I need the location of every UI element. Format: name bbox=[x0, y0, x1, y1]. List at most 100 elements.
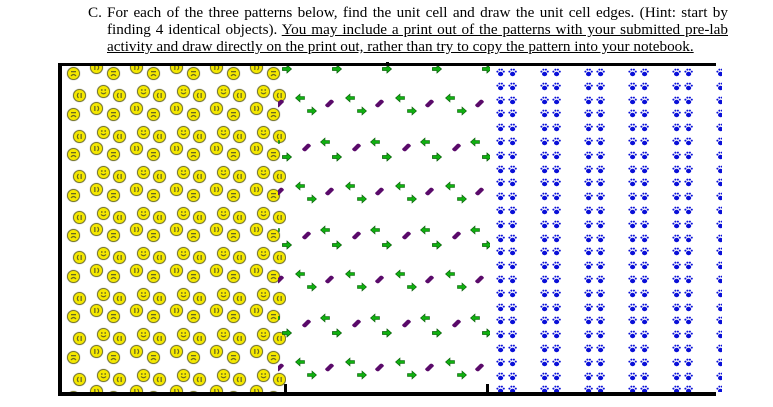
smiley-face-icon bbox=[107, 188, 120, 202]
paw-print-icon bbox=[628, 247, 637, 256]
paw-print-icon bbox=[552, 289, 561, 298]
purple-diamond-icon bbox=[351, 319, 362, 328]
paw-print-icon bbox=[508, 261, 517, 270]
paw-print-icon bbox=[672, 289, 681, 298]
paw-print-icon bbox=[596, 316, 605, 325]
smiley-face-icon bbox=[227, 107, 240, 121]
paw-print-icon bbox=[684, 151, 693, 160]
smiley-face-icon bbox=[97, 166, 110, 179]
smiley-face-icon bbox=[137, 287, 150, 301]
smiley-face-icon bbox=[267, 67, 280, 80]
paw-print-icon bbox=[552, 261, 561, 270]
paw-print-icon bbox=[584, 220, 593, 229]
green-arrow-right-icon bbox=[357, 106, 367, 116]
purple-diamond-icon bbox=[401, 319, 412, 328]
paw-print-icon bbox=[640, 206, 649, 215]
paw-print-icon bbox=[540, 275, 549, 284]
paw-print-icon bbox=[552, 247, 561, 256]
purple-diamond-icon bbox=[301, 231, 312, 240]
smiley-face-icon bbox=[233, 89, 246, 102]
paw-print-icon bbox=[496, 261, 505, 270]
paw-print-icon bbox=[596, 192, 605, 201]
smiley-face-icon bbox=[177, 166, 190, 179]
paw-print-icon bbox=[508, 137, 517, 146]
paw-print-icon bbox=[640, 372, 649, 381]
paw-print-icon bbox=[684, 123, 693, 132]
smiley-face-icon bbox=[227, 391, 240, 392]
smiley-face-icon bbox=[170, 66, 183, 74]
paw-print-icon bbox=[684, 385, 693, 392]
paw-print-icon bbox=[552, 151, 561, 160]
smiley-face-icon bbox=[217, 247, 230, 260]
paw-print-icon bbox=[640, 261, 649, 270]
smiley-face-icon bbox=[97, 125, 110, 139]
paw-print-icon bbox=[552, 109, 561, 118]
paw-print-icon bbox=[672, 151, 681, 160]
paw-print-icon bbox=[496, 192, 505, 201]
purple-diamond-icon bbox=[278, 187, 285, 196]
smiley-face-icon bbox=[107, 148, 120, 161]
paw-print-icon bbox=[540, 289, 549, 298]
paw-print-icon bbox=[508, 330, 517, 339]
purple-diamond-icon bbox=[351, 231, 362, 240]
paw-print-icon bbox=[716, 96, 722, 105]
paw-print-icon bbox=[672, 137, 681, 146]
paw-print-icon bbox=[716, 316, 722, 325]
green-arrow-right-icon bbox=[457, 194, 467, 204]
green-arrow-left-icon bbox=[320, 313, 330, 323]
paw-print-icon bbox=[716, 303, 722, 312]
paw-print-icon bbox=[628, 178, 637, 187]
smiley-face-icon bbox=[217, 166, 230, 179]
smiley-face-icon bbox=[113, 89, 126, 102]
smiley-face-icon bbox=[177, 206, 190, 220]
smiley-face-icon bbox=[210, 304, 223, 317]
paw-print-icon bbox=[540, 109, 549, 118]
smiley-face-icon bbox=[233, 170, 246, 183]
frame-bottom-border bbox=[58, 392, 716, 396]
green-arrow-left-icon bbox=[445, 357, 455, 367]
smiley-face-icon bbox=[147, 391, 160, 392]
smiley-face-icon bbox=[147, 107, 160, 121]
paw-print-icon bbox=[584, 192, 593, 201]
paw-print-icon bbox=[508, 289, 517, 298]
smiley-face-icon bbox=[147, 269, 160, 283]
green-arrow-left-icon bbox=[395, 269, 405, 279]
paw-print-icon bbox=[672, 96, 681, 105]
paw-print-icon bbox=[672, 372, 681, 381]
paw-print-icon bbox=[540, 372, 549, 381]
smiley-face-icon bbox=[137, 328, 150, 341]
paw-print-icon bbox=[540, 178, 549, 187]
smiley-face-icon bbox=[257, 206, 270, 220]
smiley-face-icon bbox=[187, 188, 200, 202]
smiley-face-icon bbox=[250, 101, 263, 115]
smiley-face-icon bbox=[267, 269, 280, 283]
paw-print-icon bbox=[552, 165, 561, 174]
paw-print-icon bbox=[716, 289, 722, 298]
smiley-face-icon bbox=[170, 263, 183, 277]
smiley-face-icon bbox=[193, 170, 206, 183]
green-arrow-right-icon bbox=[432, 240, 442, 250]
green-arrow-left-icon bbox=[320, 137, 330, 147]
smiley-face-icon bbox=[273, 170, 286, 183]
paw-print-icon bbox=[628, 137, 637, 146]
paw-print-icon bbox=[628, 165, 637, 174]
smiley-face-icon bbox=[187, 229, 200, 242]
paw-print-icon bbox=[508, 275, 517, 284]
green-arrow-right-icon bbox=[357, 194, 367, 204]
smiley-face-icon bbox=[267, 148, 280, 161]
smiley-face-icon bbox=[153, 170, 166, 183]
green-arrow-right-icon bbox=[357, 370, 367, 380]
paw-print-icon bbox=[640, 178, 649, 187]
paw-print-icon bbox=[584, 68, 593, 77]
paw-print-icon bbox=[684, 234, 693, 243]
green-arrow-left-icon bbox=[395, 181, 405, 191]
smiley-face-icon bbox=[97, 287, 110, 301]
paw-print-icon bbox=[716, 275, 722, 284]
paw-print-icon bbox=[496, 68, 505, 77]
green-arrow-right-icon bbox=[432, 328, 442, 338]
smiley-face-icon bbox=[170, 344, 183, 358]
smiley-face-icon bbox=[67, 67, 80, 80]
paw-print-icon bbox=[596, 372, 605, 381]
smiley-face-icon bbox=[233, 291, 246, 305]
smiley-face-icon bbox=[210, 182, 223, 196]
